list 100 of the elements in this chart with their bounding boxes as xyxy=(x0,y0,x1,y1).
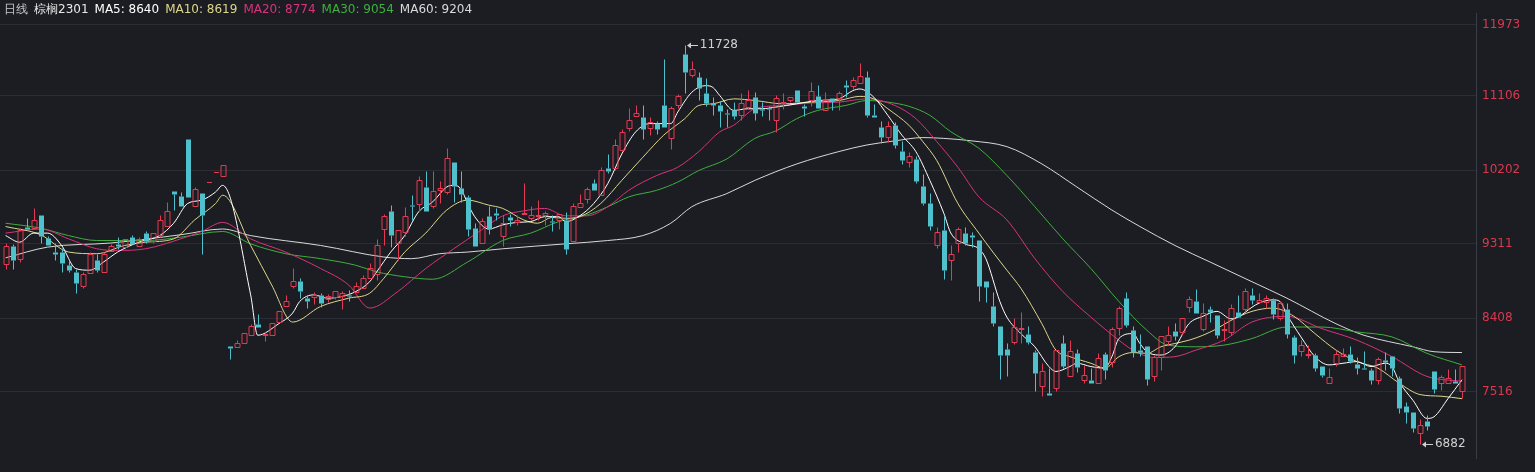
candlestick xyxy=(1067,340,1074,377)
candlestick xyxy=(144,231,149,244)
candlestick xyxy=(347,290,352,302)
text: MA30: 9054 xyxy=(321,2,394,16)
candlestick xyxy=(1039,363,1046,397)
candlestick xyxy=(802,104,807,117)
line-series xyxy=(5,137,1463,354)
candlestick xyxy=(130,235,135,245)
candlestick xyxy=(172,191,177,211)
candlestick xyxy=(893,122,898,149)
candlestick xyxy=(1075,349,1080,373)
candlestick xyxy=(668,106,675,150)
candlestick xyxy=(1047,368,1052,396)
candlestick xyxy=(928,193,933,231)
candlestick xyxy=(564,212,569,255)
candlestick xyxy=(1215,315,1220,339)
candlestick xyxy=(67,260,72,273)
text: MA20: 8774 xyxy=(243,2,316,16)
candlestick xyxy=(1081,365,1088,384)
y-tick-label: 11973 xyxy=(1482,16,1521,31)
candlestick xyxy=(1369,368,1374,385)
candlestick xyxy=(767,106,772,121)
candlestick xyxy=(74,269,79,294)
candlestick xyxy=(95,254,100,273)
candlestick xyxy=(487,206,492,235)
candlestick xyxy=(473,223,478,247)
candlestick xyxy=(836,91,843,111)
candlestick xyxy=(647,117,654,136)
candlestick xyxy=(1138,334,1143,357)
candlestick xyxy=(1305,345,1312,359)
candlestick xyxy=(683,45,688,94)
candlestick xyxy=(1145,346,1150,386)
chart-subtitle: 日线 xyxy=(4,2,28,16)
candlestick xyxy=(948,245,955,281)
candlestick xyxy=(970,232,975,248)
candlestick xyxy=(11,244,16,270)
annotation: 6882 xyxy=(1434,436,1466,451)
candlestick xyxy=(1397,376,1402,414)
candlestick xyxy=(389,205,394,248)
candlestick xyxy=(381,214,388,246)
candlestick xyxy=(955,227,962,253)
y-tick-label: 10202 xyxy=(1482,162,1521,177)
candlestick xyxy=(521,183,528,215)
candlestick xyxy=(1432,371,1437,394)
candlestick xyxy=(1061,335,1066,369)
candlestick xyxy=(1383,352,1388,371)
candlestick xyxy=(1390,356,1395,377)
candlestick xyxy=(410,195,415,221)
candlestick xyxy=(452,162,457,203)
candlestick xyxy=(60,248,65,273)
candlestick xyxy=(1131,326,1136,358)
candlestick xyxy=(46,236,51,246)
candlestick xyxy=(1053,350,1060,392)
candlestick xyxy=(1417,419,1424,445)
candlestick xyxy=(697,72,702,101)
candlestick xyxy=(795,90,800,103)
candlestick xyxy=(459,171,464,203)
candlestick xyxy=(689,61,696,78)
candlestick xyxy=(1285,303,1290,339)
candlestick xyxy=(298,278,303,299)
candlestick xyxy=(787,97,794,103)
candlestick xyxy=(1298,340,1305,357)
candlestick xyxy=(290,268,297,289)
candlestick xyxy=(494,208,499,221)
candlestick xyxy=(1292,335,1297,364)
candlestick xyxy=(816,85,821,109)
candlestick xyxy=(1200,303,1207,332)
candlestick xyxy=(550,215,555,232)
candlestick xyxy=(1250,288,1255,305)
candlestick xyxy=(977,240,982,302)
candlestick xyxy=(865,71,870,118)
candlestick xyxy=(732,102,737,120)
candlestick xyxy=(1173,323,1178,341)
candlestick xyxy=(1236,295,1241,318)
candlestick xyxy=(998,326,1003,380)
candlestick xyxy=(1348,346,1353,364)
candlestick xyxy=(1194,289,1199,314)
candlestick xyxy=(53,243,58,261)
candlestick xyxy=(984,281,989,303)
candlestick xyxy=(885,121,892,143)
candlestick xyxy=(556,214,563,230)
candlestick xyxy=(25,218,30,230)
candlestick xyxy=(753,92,758,121)
candlestick xyxy=(872,104,877,118)
candlestick xyxy=(39,215,44,244)
candlestick xyxy=(1124,292,1129,328)
candlestick xyxy=(508,214,513,227)
y-tick-label: 8408 xyxy=(1482,310,1513,325)
candlestick xyxy=(1103,352,1108,380)
candlestick xyxy=(500,215,507,247)
candlestick xyxy=(1459,366,1466,399)
candlestick xyxy=(921,174,926,206)
candlestick xyxy=(1026,326,1031,345)
text: MA10: 8619 xyxy=(165,2,238,16)
candlestick xyxy=(1271,298,1276,320)
candlestick xyxy=(879,121,884,144)
candlestick xyxy=(991,292,996,327)
candlestick xyxy=(592,179,597,191)
candlestick xyxy=(305,295,310,309)
candlestick xyxy=(1005,343,1010,377)
